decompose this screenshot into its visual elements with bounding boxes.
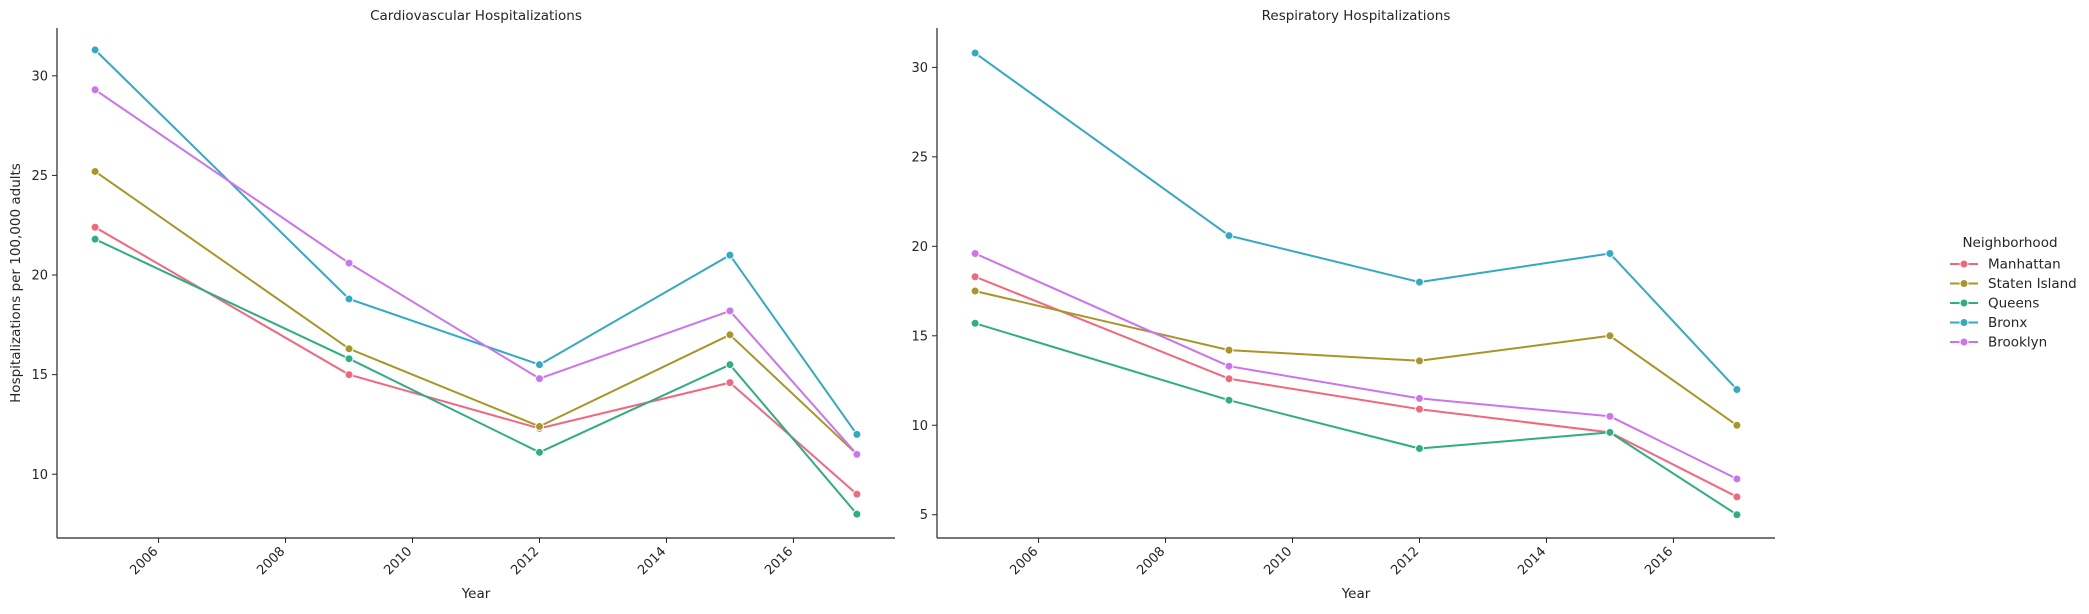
resp-y-tick-label: 10 [911,419,928,434]
legend-label-manhattan: Manhattan [1988,257,2061,273]
cardio-point-brooklyn [344,258,354,268]
resp-point-bronx [1414,277,1424,287]
resp-point-staten-island [1414,356,1424,366]
cardio-point-staten-island [344,344,354,354]
cardio-chart-title: Cardiovascular Hospitalizations [370,8,582,24]
resp-point-brooklyn [1732,474,1742,484]
resp-point-queens [1224,395,1234,405]
legend-marker-staten-island [1959,279,1969,288]
cardio-y-axis-label: Hospitalizations per 100,000 adults [8,163,24,403]
resp-x-tick-label: 2016 [1642,544,1676,578]
resp-x-tick-label: 2008 [1134,544,1168,578]
legend-title: Neighborhood [1962,235,2057,251]
cardio-y-tick-label: 15 [31,368,48,383]
cardio-x-tick-label: 2008 [254,544,288,578]
resp-line-brooklyn [974,252,1738,480]
resp-point-staten-island [1224,345,1234,355]
resp-point-queens [970,318,980,328]
respiratory-panel: 2006 2008 2010 2012 2014 2016 5 10 15 20 25 30 Respi… [911,8,1775,602]
resp-point-manhattan [1732,492,1742,502]
resp-chart-title: Respiratory Hospitalizations [1262,8,1451,24]
cardio-point-staten-island [725,330,735,340]
resp-point-queens [1732,510,1742,520]
cardio-x-tick-label: 2010 [381,544,415,578]
cardio-line-bronx [94,49,858,435]
resp-y-tick-label: 15 [911,329,928,344]
resp-x-tick-label: 2012 [1388,544,1422,578]
cardio-point-bronx [852,429,862,439]
cardio-point-staten-island [534,421,544,431]
resp-line-bronx [974,52,1738,391]
cardio-point-brooklyn [852,449,862,459]
legend-label-staten-island: Staten Island [1988,276,2077,292]
cardio-x-axis-label: Year [461,586,491,602]
cardio-point-brooklyn [90,85,100,95]
resp-point-bronx [1732,384,1742,394]
cardio-line-staten-island [94,170,858,456]
cardio-point-bronx [90,45,100,55]
resp-y-tick-label: 5 [920,508,928,523]
legend-label-queens: Queens [1988,296,2039,312]
resp-x-tick-label: 2010 [1261,544,1295,578]
resp-point-bronx [1224,231,1234,241]
resp-y-tick-label: 30 [911,61,928,76]
resp-point-staten-island [1732,420,1742,430]
cardio-point-staten-island [90,166,100,176]
resp-point-queens [1414,444,1424,454]
resp-line-queens [974,322,1738,516]
cardio-point-queens [534,447,544,457]
resp-point-staten-island [1605,331,1615,341]
cardio-y-tick-label: 10 [31,468,48,483]
legend-marker-queens [1959,298,1969,308]
resp-y-tick-label: 25 [911,150,928,165]
resp-point-brooklyn [970,248,980,258]
cardio-point-manhattan [852,489,862,499]
cardio-x-tick-label: 2014 [635,544,669,578]
resp-point-manhattan [1414,404,1424,414]
cardiovascular-panel: 2006 2008 2010 2012 2014 2016 10 15 20 25 30 Cardio… [8,8,895,602]
cardio-x-tick-label: 2006 [127,544,161,578]
cardio-y-tick-label: 25 [31,169,48,184]
cardio-y-tick-label: 20 [31,269,48,284]
cardio-point-manhattan [725,378,735,388]
resp-point-brooklyn [1224,361,1234,371]
resp-point-manhattan [970,272,980,282]
cardio-point-manhattan [344,370,354,380]
cardio-point-queens [725,360,735,370]
cardio-y-tick-label: 30 [31,69,48,84]
cardio-point-queens [852,509,862,519]
resp-y-tick-label: 20 [911,240,928,255]
cardio-line-manhattan [94,226,858,495]
cardio-point-queens [90,234,100,244]
resp-x-axis-label: Year [1341,586,1371,602]
resp-x-tick-label: 2006 [1007,544,1041,578]
resp-point-bronx [970,48,980,58]
cardio-x-tick-label: 2012 [508,544,542,578]
resp-point-queens [1605,427,1615,437]
resp-point-bronx [1605,248,1615,258]
legend-marker-brooklyn [1959,337,1969,347]
resp-point-brooklyn [1414,393,1424,403]
cardio-point-queens [344,354,354,364]
cardio-point-manhattan [90,222,100,232]
legend-marker-manhattan [1959,259,1969,269]
resp-point-manhattan [1224,374,1234,384]
legend-marker-bronx [1959,318,1969,327]
resp-point-staten-island [970,286,980,296]
cardio-point-bronx [534,360,544,370]
legend-label-bronx: Bronx [1988,315,2027,331]
resp-point-brooklyn [1605,411,1615,421]
cardio-point-brooklyn [534,374,544,384]
cardio-point-bronx [725,250,735,260]
cardio-point-bronx [344,294,354,304]
legend-label-brooklyn: Brooklyn [1988,335,2047,351]
cardio-x-tick-label: 2016 [762,544,796,578]
cardio-point-brooklyn [725,306,735,316]
cardio-line-queens [94,238,858,515]
legend: Neighborhood Manhattan Staten Island Queens… [1950,235,2077,351]
resp-x-tick-label: 2014 [1515,544,1549,578]
